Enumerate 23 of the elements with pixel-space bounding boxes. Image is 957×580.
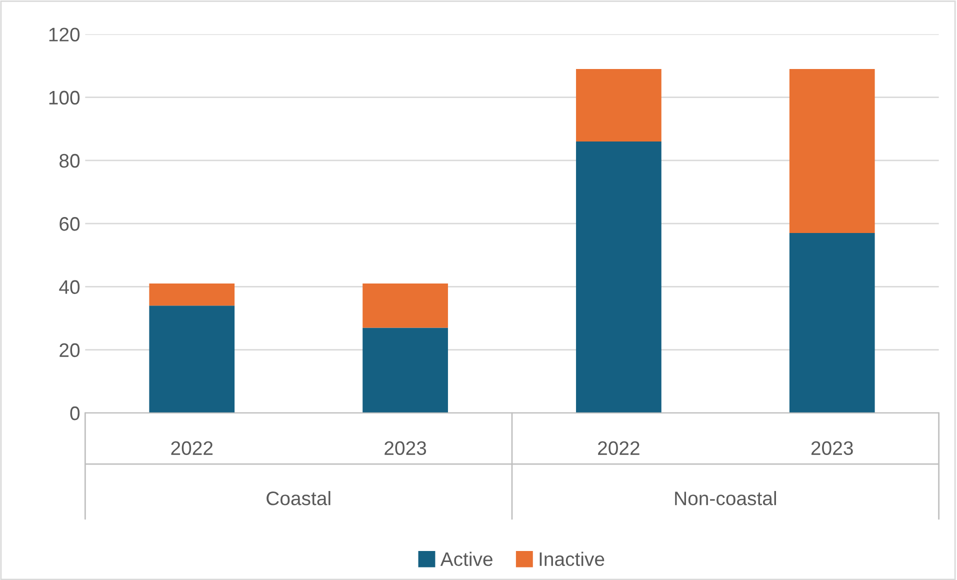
bar <box>362 284 448 328</box>
text: Non-coastal <box>675 491 776 506</box>
bar <box>576 142 662 413</box>
y-tick-label: 120 <box>49 28 80 42</box>
y-tick-label: 80 <box>60 154 80 168</box>
x-tick-label: 2022 <box>598 441 640 456</box>
y-tick-label: 0 <box>70 406 80 420</box>
x-tick-label: 2023 <box>384 441 426 456</box>
text: Coastal <box>266 491 330 506</box>
x-tick-label: 2022 <box>171 441 213 456</box>
x-tick-label: 2023 <box>811 441 853 456</box>
bar <box>149 306 235 413</box>
bar <box>149 284 235 306</box>
y-tick-label: 20 <box>60 343 80 358</box>
bar <box>576 68 662 142</box>
y-tick-label: 60 <box>60 217 80 231</box>
y-tick-label: 40 <box>59 280 80 294</box>
bar <box>789 68 875 234</box>
bar <box>362 328 448 413</box>
legend-label: Inactive <box>540 552 604 566</box>
y-tick-label: 100 <box>49 90 80 105</box>
legend-label: Active <box>440 552 492 566</box>
bar <box>789 233 875 413</box>
